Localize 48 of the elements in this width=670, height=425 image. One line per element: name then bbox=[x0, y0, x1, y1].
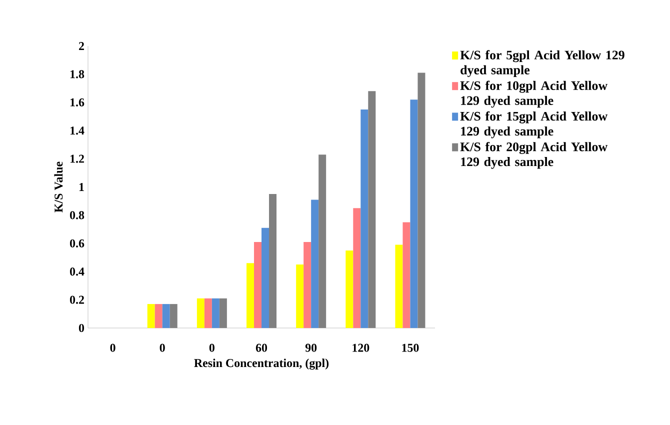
x-tick-label: 150 bbox=[402, 344, 419, 352]
x-axis-title: Resin Concentration, (gpl) bbox=[194, 358, 329, 370]
bar bbox=[304, 242, 312, 328]
bar bbox=[410, 100, 418, 328]
y-tick-label: 1.2 bbox=[70, 154, 84, 163]
y-axis-title: K/S Value bbox=[54, 162, 63, 212]
bar bbox=[254, 242, 262, 328]
y-tick-label: 1.8 bbox=[70, 70, 84, 78]
y-tick-label: 1.4 bbox=[70, 126, 84, 135]
bar bbox=[246, 263, 254, 328]
y-tick-label: 0 bbox=[78, 324, 84, 332]
x-tick-label: 90 bbox=[305, 344, 317, 352]
bar bbox=[262, 228, 270, 328]
bar bbox=[170, 304, 178, 328]
bar bbox=[418, 72, 426, 328]
bar bbox=[360, 109, 368, 328]
bar bbox=[212, 298, 220, 328]
bar bbox=[196, 298, 204, 328]
x-tick-label: 0 bbox=[209, 344, 214, 352]
y-tick-label: 0.6 bbox=[70, 239, 84, 248]
y-tick-label: 0.4 bbox=[70, 268, 84, 276]
y-tick-label: 1 bbox=[79, 183, 84, 191]
legend-label: K/S for 5gpl Acid Yellow 129 dyed sample bbox=[460, 50, 624, 78]
legend-label: K/S for 10gpl Acid Yellow 129 dyed sample bbox=[460, 80, 608, 108]
bar bbox=[318, 154, 326, 328]
legend-label: K/S for 15gpl Acid Yellow 129 dyed sample bbox=[460, 111, 608, 138]
x-tick-label: 0 bbox=[160, 344, 165, 352]
legend-label: K/S for 20gpl Acid Yellow 129 dyed sample bbox=[460, 142, 608, 169]
y-tick-label: 2 bbox=[79, 42, 84, 50]
bar bbox=[402, 222, 410, 328]
bar bbox=[368, 91, 376, 328]
x-tick-label: 60 bbox=[256, 344, 268, 352]
bar bbox=[296, 264, 304, 328]
x-tick-label: 120 bbox=[352, 344, 370, 352]
y-tick-label: 1.6 bbox=[70, 98, 84, 106]
bar bbox=[154, 304, 162, 328]
y-tick-label: 0.2 bbox=[70, 296, 84, 304]
bar bbox=[219, 298, 227, 328]
bar bbox=[162, 304, 170, 328]
bar bbox=[353, 208, 361, 328]
x-tick-label: 0 bbox=[110, 344, 116, 352]
bar bbox=[269, 194, 277, 328]
bar bbox=[311, 200, 319, 328]
bar bbox=[346, 250, 354, 328]
bar bbox=[147, 304, 155, 328]
bar bbox=[204, 298, 212, 328]
y-tick-label: 0.8 bbox=[70, 211, 84, 220]
bar bbox=[395, 244, 403, 328]
